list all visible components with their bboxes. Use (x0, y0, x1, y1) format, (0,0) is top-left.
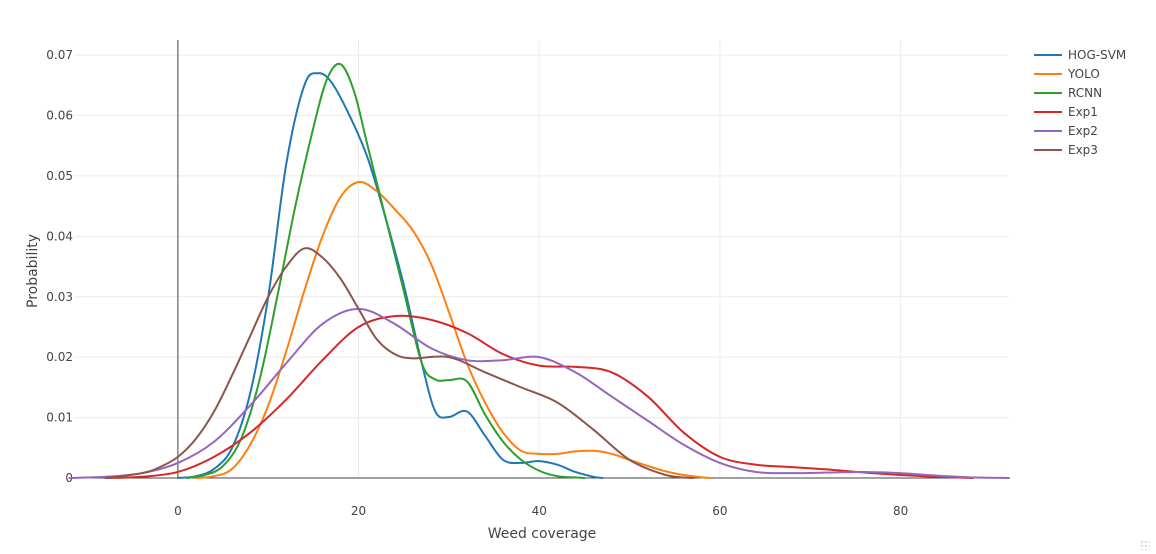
legend-item-exp2[interactable]: Exp2 (1034, 124, 1098, 138)
x-tick-label: 80 (893, 504, 908, 518)
legend-item-exp3[interactable]: Exp3 (1034, 143, 1098, 157)
x-axis-title: Weed coverage (488, 526, 597, 542)
legend-label: Exp1 (1068, 105, 1098, 119)
series-line-rcnn[interactable] (185, 62, 586, 479)
legend-label: Exp2 (1068, 124, 1098, 138)
x-tick-label: 60 (712, 504, 727, 518)
series-line-exp1[interactable] (104, 314, 974, 479)
y-tick-label: 0.04 (46, 229, 73, 243)
x-tick-label: 0 (174, 504, 182, 518)
y-tick-label: 0.03 (46, 290, 73, 304)
series-line-exp3[interactable] (104, 247, 694, 479)
y-tick-label: 0.02 (46, 350, 73, 364)
legend-label: Exp3 (1068, 143, 1098, 157)
legend-item-yolo[interactable]: YOLO (1034, 67, 1100, 81)
y-tick-label: 0.06 (46, 109, 73, 123)
resize-grip-icon[interactable] (1140, 540, 1150, 550)
y-tick-label: 0.07 (46, 48, 73, 62)
legend-item-exp1[interactable]: Exp1 (1034, 105, 1098, 119)
series-line-yolo[interactable] (194, 180, 712, 479)
legend-item-hog-svm[interactable]: HOG-SVM (1034, 48, 1126, 62)
x-tick-label: 40 (532, 504, 547, 518)
x-tick-label: 20 (351, 504, 366, 518)
legend-label: YOLO (1067, 67, 1100, 81)
y-tick-label: 0.01 (46, 411, 73, 425)
legend-label: RCNN (1068, 86, 1102, 100)
legend[interactable]: HOG-SVM YOLO RCNN Exp1 Exp2 Exp3 (1034, 48, 1126, 157)
series-line-exp2[interactable] (68, 307, 1010, 479)
y-axis-title: Probability (25, 234, 41, 308)
series-layer (68, 62, 1010, 479)
legend-item-rcnn[interactable]: RCNN (1034, 86, 1102, 100)
grid-layer (74, 40, 1009, 478)
y-tick-label: 0.05 (46, 169, 73, 183)
legend-label: HOG-SVM (1068, 48, 1126, 62)
